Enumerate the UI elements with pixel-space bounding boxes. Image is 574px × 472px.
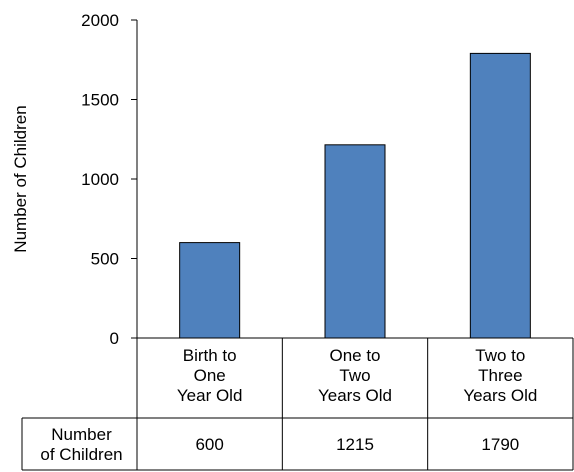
- y-tick-label-0: 0: [110, 329, 119, 348]
- y-axis-title: Number of Children: [11, 105, 30, 252]
- data-table: Birth to One Year Old One to Two Years Old Two…: [21, 338, 574, 471]
- bar-2: [324, 144, 386, 339]
- bar-1: [179, 242, 241, 339]
- y-tick-label-1000: 1000: [81, 170, 119, 189]
- table-value-2: 1215: [336, 435, 374, 454]
- y-tick-labels: 0 500 1000 1500 2000: [81, 11, 119, 348]
- table-value-1: 600: [195, 435, 223, 454]
- x-category-label-2: One to Two Years Old: [318, 346, 392, 405]
- x-category-label-3: Two to Three Years Old: [463, 346, 537, 405]
- y-tick-label-500: 500: [91, 250, 119, 269]
- bar-3: [469, 52, 531, 339]
- y-tick-label-2000: 2000: [81, 11, 119, 30]
- table-row-label: Number of Children: [40, 425, 122, 464]
- y-tick-label-1500: 1500: [81, 91, 119, 110]
- x-category-label-1: Birth to One Year Old: [177, 346, 243, 405]
- bars: [179, 52, 531, 339]
- axes: [131, 19, 573, 470]
- table-value-3: 1790: [481, 435, 519, 454]
- y-axis-label-group: Number of Children: [11, 105, 30, 252]
